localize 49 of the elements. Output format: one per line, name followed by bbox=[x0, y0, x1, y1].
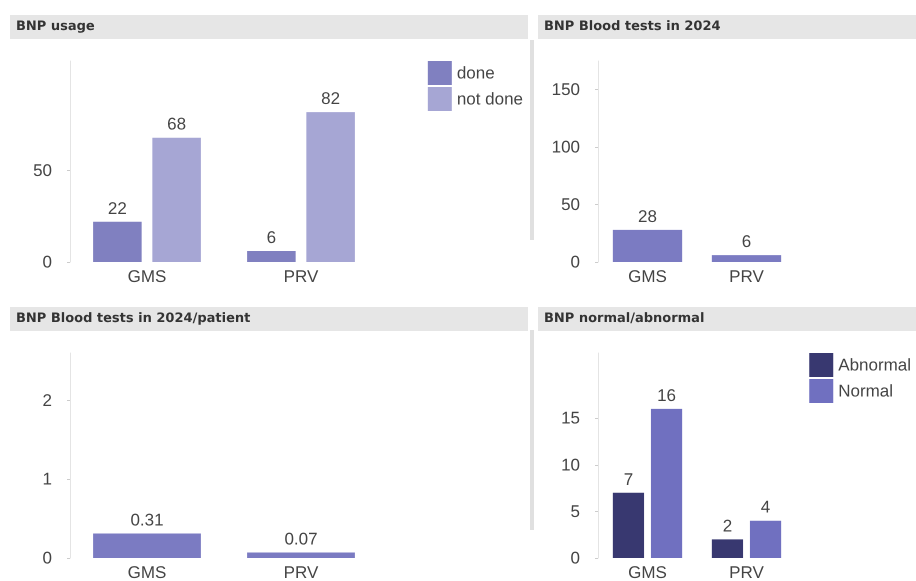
data-label: 16 bbox=[657, 386, 676, 405]
data-label: 22 bbox=[108, 198, 127, 218]
x-tick-label: GMS bbox=[128, 267, 166, 286]
y-tick-label: 50 bbox=[561, 195, 580, 214]
data-label: 6 bbox=[742, 232, 752, 252]
legend-label: Abnormal bbox=[838, 356, 912, 374]
y-tick-label: 50 bbox=[33, 161, 52, 180]
legend-label: Normal bbox=[838, 382, 894, 400]
bar bbox=[247, 251, 296, 262]
y-tick-label: 10 bbox=[561, 455, 580, 474]
x-tick-label: GMS bbox=[628, 267, 667, 286]
x-tick-label: PRV bbox=[284, 267, 319, 286]
data-label: 82 bbox=[321, 89, 340, 108]
y-tick-label: 0 bbox=[42, 548, 52, 568]
x-tick-label: GMS bbox=[128, 563, 166, 581]
y-tick-label: 100 bbox=[552, 138, 580, 157]
x-tick-label: PRV bbox=[284, 563, 319, 581]
bar bbox=[750, 520, 782, 558]
data-label: 7 bbox=[624, 470, 634, 489]
x-tick-label: PRV bbox=[729, 267, 764, 286]
data-label: 0.07 bbox=[284, 529, 318, 548]
data-label: 28 bbox=[638, 206, 657, 226]
bar bbox=[306, 112, 355, 262]
y-tick-label: 0 bbox=[570, 252, 580, 272]
legend-label: not done bbox=[456, 90, 524, 108]
chart-title: BNP Blood tests in 2024 bbox=[538, 15, 916, 39]
bar bbox=[93, 222, 142, 262]
y-tick-label: 1 bbox=[42, 470, 52, 489]
data-label: 68 bbox=[167, 114, 186, 134]
chart-title: BNP Blood tests in 2024/patient bbox=[10, 307, 528, 331]
data-label: 0.31 bbox=[130, 510, 164, 530]
data-label: 6 bbox=[266, 228, 276, 248]
bar bbox=[152, 138, 201, 262]
chart-title: BNP usage bbox=[10, 15, 528, 39]
chart-title: BNP normal/abnormal bbox=[538, 307, 916, 331]
legend-label: done bbox=[456, 64, 495, 82]
y-tick-label: 15 bbox=[561, 408, 580, 428]
y-tick-label: 0 bbox=[570, 548, 580, 568]
bar bbox=[712, 539, 744, 558]
x-tick-label: PRV bbox=[729, 563, 764, 581]
x-tick-label: GMS bbox=[628, 563, 667, 581]
data-label: 2 bbox=[722, 516, 732, 536]
y-tick-label: 5 bbox=[570, 502, 580, 521]
data-label: 4 bbox=[760, 498, 770, 517]
bar bbox=[612, 492, 644, 558]
y-tick-label: 0 bbox=[42, 252, 52, 272]
y-tick-label: 150 bbox=[552, 80, 580, 100]
bar bbox=[650, 408, 682, 558]
y-tick-label: 2 bbox=[42, 390, 52, 410]
